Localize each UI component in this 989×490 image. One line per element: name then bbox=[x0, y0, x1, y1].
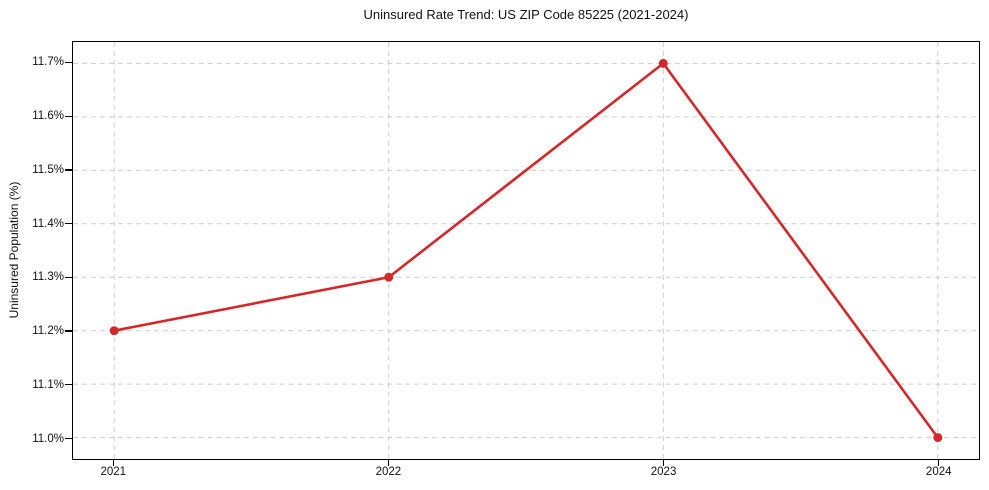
y-tick-label: 11.5% bbox=[32, 163, 64, 176]
data-point[interactable] bbox=[109, 326, 119, 336]
data-point[interactable] bbox=[658, 58, 668, 68]
y-tick-mark bbox=[65, 384, 72, 386]
y-tick-mark bbox=[65, 169, 72, 171]
y-tick-label: 11.2% bbox=[32, 325, 64, 338]
y-tick-label: 11.0% bbox=[32, 432, 64, 445]
x-tick-mark bbox=[938, 460, 940, 466]
x-tick-label: 2024 bbox=[925, 466, 952, 478]
y-axis-label: Uninsured Population (%) bbox=[7, 181, 21, 319]
y-tick-mark bbox=[65, 115, 72, 117]
y-tick-mark bbox=[65, 61, 72, 64]
data-point[interactable] bbox=[933, 433, 943, 443]
x-tick-mark bbox=[112, 460, 114, 466]
trend-line bbox=[112, 62, 940, 439]
y-tick-label: 11.7% bbox=[32, 56, 64, 69]
x-tick-label: 2023 bbox=[650, 466, 677, 478]
data-point[interactable] bbox=[384, 272, 394, 282]
y-tick-mark bbox=[65, 276, 72, 278]
y-tick-label: 11.6% bbox=[32, 110, 64, 123]
y-tick-label: 11.3% bbox=[32, 271, 64, 284]
y-tick-mark bbox=[65, 330, 72, 332]
x-tick-label: 2021 bbox=[100, 466, 127, 478]
x-tick-mark bbox=[387, 460, 390, 466]
y-tick-mark bbox=[65, 437, 72, 440]
plot-area bbox=[72, 41, 980, 460]
y-tick-label: 11.4% bbox=[32, 217, 64, 230]
y-tick-mark bbox=[65, 222, 72, 225]
chart-title: Uninsured Rate Trend: US ZIP Code 85225 … bbox=[363, 7, 689, 22]
plot-svg bbox=[73, 42, 979, 459]
x-tick-label: 2022 bbox=[375, 466, 402, 478]
x-tick-mark bbox=[662, 460, 665, 466]
y-tick-label: 11.1% bbox=[32, 378, 64, 391]
